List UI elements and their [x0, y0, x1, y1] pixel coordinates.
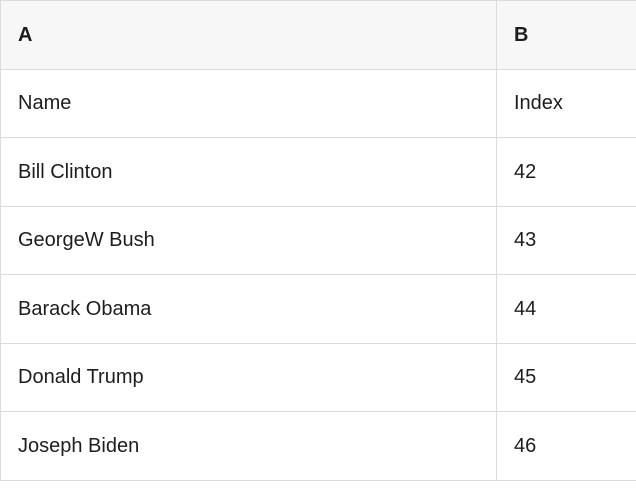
table-cell-index[interactable]: 46 [496, 411, 636, 481]
table-row: Name Index [0, 68, 636, 138]
table-row: Bill Clinton 42 [0, 137, 636, 207]
table-cell-name-header[interactable]: Name [0, 68, 497, 138]
column-header-row: A B [0, 0, 636, 70]
table-cell-name[interactable]: Joseph Biden [0, 411, 497, 481]
table-cell-index[interactable]: 44 [496, 274, 636, 344]
table-row: Donald Trump 45 [0, 342, 636, 412]
table-cell-index[interactable]: 45 [496, 342, 636, 412]
table-cell-name[interactable]: Donald Trump [0, 342, 497, 412]
table-row: Joseph Biden 46 [0, 411, 636, 481]
table-cell-name[interactable]: Bill Clinton [0, 137, 497, 207]
column-header-a[interactable]: A [0, 0, 497, 70]
table-cell-index[interactable]: 42 [496, 137, 636, 207]
table-cell-name[interactable]: GeorgeW Bush [0, 205, 497, 275]
table-cell-name[interactable]: Barack Obama [0, 274, 497, 344]
table-row: GeorgeW Bush 43 [0, 205, 636, 275]
table-row: Barack Obama 44 [0, 274, 636, 344]
column-header-b[interactable]: B [496, 0, 636, 70]
table-cell-index-header[interactable]: Index [496, 68, 636, 138]
table-cell-index[interactable]: 43 [496, 205, 636, 275]
